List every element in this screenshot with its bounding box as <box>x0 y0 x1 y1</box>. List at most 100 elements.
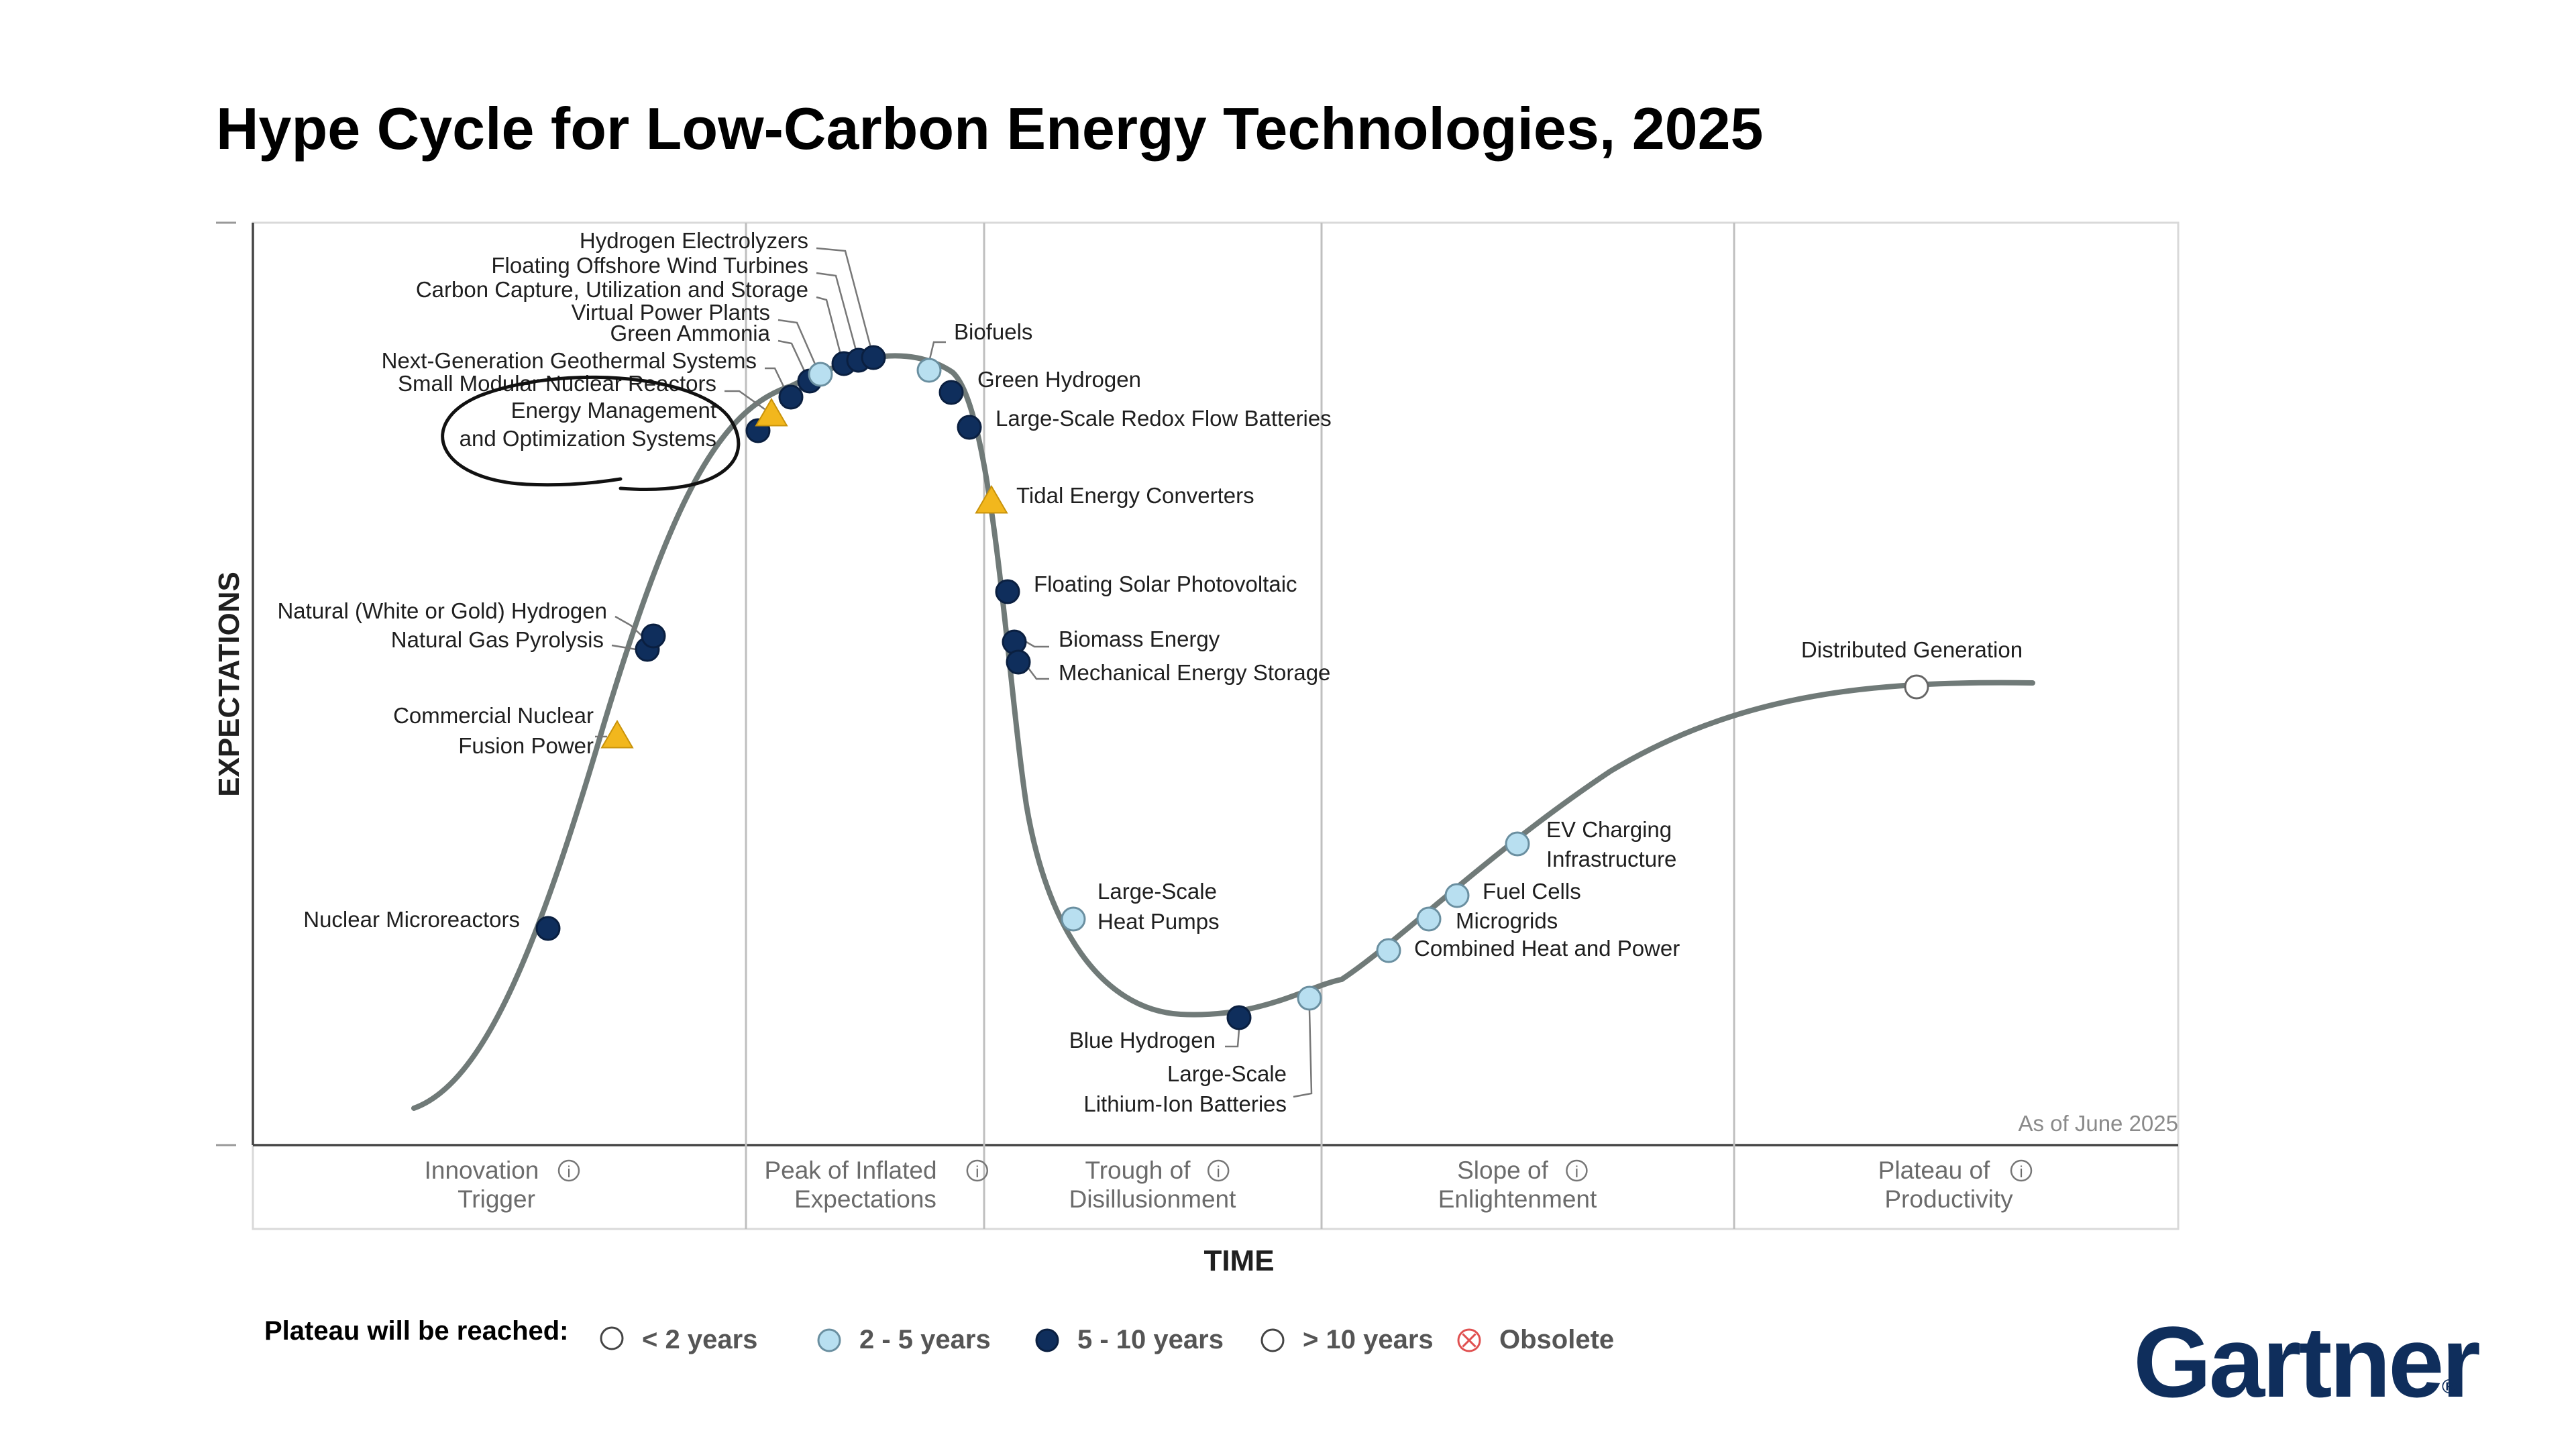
legend-marker <box>1457 1328 1481 1352</box>
tech-label: Fuel Cells <box>1483 879 1581 904</box>
tech-point: Large-Scale Heat Pumps <box>1061 879 1220 934</box>
legend-marker <box>600 1326 624 1350</box>
legend-label: Obsolete <box>1499 1325 1614 1354</box>
tech-label: Hydrogen Electrolyzers <box>580 228 808 253</box>
tech-point: Floating Solar Photovoltaic <box>995 572 1297 604</box>
tech-marker <box>535 916 561 941</box>
tech-marker <box>1505 831 1530 857</box>
info-icon[interactable]: i <box>1566 1159 1588 1182</box>
tech-label: Energy Management <box>511 398 716 423</box>
leader-line <box>1026 641 1049 648</box>
leader-line <box>777 339 806 373</box>
gartner-logo: Gartner <box>2133 1305 2479 1418</box>
legend-marker <box>1035 1328 1059 1352</box>
tech-point: Tidal Energy Converters <box>975 483 1254 514</box>
legend-item: > 10 years <box>1260 1325 1434 1354</box>
tech-label: Fusion Power <box>458 733 594 758</box>
tech-point: Distributed Generation <box>1801 637 2023 700</box>
tech-marker <box>1226 1005 1252 1030</box>
tech-label: Virtual Power Plants <box>571 300 770 325</box>
tech-label: Green Ammonia <box>610 321 771 345</box>
tech-label: Green Hydrogen <box>977 367 1141 392</box>
phase-labels: Innovation i Trigger Peak of Inflated i Expec… <box>425 1157 2033 1213</box>
tech-label: Large-Scale <box>1097 879 1217 904</box>
legend-marker <box>817 1328 841 1352</box>
phase-label-line: Innovation <box>425 1157 539 1184</box>
leader-line <box>1293 1010 1313 1098</box>
svg-text:i: i <box>975 1163 979 1181</box>
leader-line <box>928 341 946 360</box>
tech-marker <box>1904 674 1929 700</box>
tech-point: Natural (White or Gold) Hydrogen <box>277 598 666 649</box>
legend-label: 2 - 5 years <box>859 1325 991 1354</box>
tech-marker <box>1376 938 1401 963</box>
tech-point: Energy Management and Optimization System… <box>460 398 771 451</box>
tech-point: Biomass Energy <box>1002 627 1220 655</box>
tech-point: Next-Generation Geothermal Systems <box>382 348 804 410</box>
tech-marker <box>600 720 634 749</box>
points-layer: Nuclear Microreactors Commercial Nuclear F… <box>277 228 2023 1116</box>
hype-curve <box>411 353 2035 1111</box>
tech-label: Tidal Energy Converters <box>1016 483 1254 508</box>
tech-label: Floating Offshore Wind Turbines <box>491 253 808 278</box>
leader-line <box>724 390 765 411</box>
phase-label-line: Slope of <box>1457 1157 1548 1184</box>
y-axis-label: EXPECTATIONS <box>213 572 246 797</box>
tech-label: Large-Scale Redox Flow Batteries <box>996 406 1332 431</box>
tech-label: Large-Scale <box>1167 1061 1287 1086</box>
legend-item: 5 - 10 years <box>1035 1325 1224 1354</box>
phase-label: Peak of Inflated i Expectations <box>764 1157 989 1213</box>
tech-marker <box>641 623 666 649</box>
tech-label: Commercial Nuclear <box>393 703 594 728</box>
tech-point: Floating Offshore Wind Turbines <box>491 253 871 373</box>
tech-point: Green Ammonia <box>610 321 822 394</box>
tech-label: Heat Pumps <box>1097 909 1220 934</box>
tech-point: Fuel Cells <box>1444 879 1581 908</box>
tech-point: Natural Gas Pyrolysis <box>391 627 660 662</box>
phase-label-line: Expectations <box>794 1185 936 1213</box>
info-icon[interactable]: i <box>2010 1159 2033 1182</box>
x-axis-label: TIME <box>1203 1244 1274 1277</box>
svg-text:i: i <box>1217 1163 1220 1181</box>
tech-point: Virtual Power Plants <box>571 300 833 387</box>
leader-line <box>765 367 786 390</box>
annotation-circle <box>441 375 741 491</box>
leader-line <box>816 272 857 351</box>
tech-label: Mechanical Energy Storage <box>1059 660 1330 685</box>
legend: Plateau will be reached: < 2 years 2 - 5 y… <box>264 1316 1614 1354</box>
tech-marker <box>975 485 1008 514</box>
tech-label: Biofuels <box>954 319 1032 344</box>
tech-label: Blue Hydrogen <box>1069 1028 1216 1053</box>
tech-label: Nuclear Microreactors <box>303 907 520 932</box>
phase-label-line: Disillusionment <box>1069 1185 1237 1213</box>
tech-label: Natural (White or Gold) Hydrogen <box>277 598 607 623</box>
tech-point: Large-Scale Lithium-Ion Batteries <box>1083 985 1322 1116</box>
plot-frame <box>216 221 2180 1230</box>
tech-marker <box>938 380 964 405</box>
tech-marker <box>1416 906 1442 932</box>
legend-marker <box>1260 1328 1285 1352</box>
info-icon[interactable]: i <box>557 1159 580 1182</box>
tech-point: Hydrogen Electrolyzers <box>580 228 886 370</box>
tech-marker <box>808 362 833 387</box>
tech-label: Microgrids <box>1456 908 1558 933</box>
leader-line <box>1225 1029 1240 1048</box>
tech-label: Combined Heat and Power <box>1414 936 1680 961</box>
tech-marker <box>778 384 804 410</box>
registered-mark-icon: ® <box>2442 1376 2457 1398</box>
tech-point: Combined Heat and Power <box>1376 936 1680 963</box>
tech-label: and Optimization Systems <box>460 426 716 451</box>
phase-label: Trough of i Disillusionment <box>1069 1157 1237 1213</box>
info-icon[interactable]: i <box>966 1159 989 1182</box>
svg-text:i: i <box>567 1163 570 1181</box>
tech-label: Floating Solar Photovoltaic <box>1034 572 1297 596</box>
legend-title: Plateau will be reached: <box>264 1316 569 1346</box>
legend-item: Obsolete <box>1457 1325 1614 1354</box>
phase-label-line: Productivity <box>1884 1185 2013 1213</box>
chart-title: Hype Cycle for Low-Carbon Energy Technol… <box>216 95 1763 162</box>
tech-label: Distributed Generation <box>1801 637 2023 662</box>
tech-point: Large-Scale Redox Flow Batteries <box>957 406 1332 440</box>
info-icon[interactable]: i <box>1207 1159 1230 1182</box>
tech-point: Green Hydrogen <box>938 367 1141 405</box>
